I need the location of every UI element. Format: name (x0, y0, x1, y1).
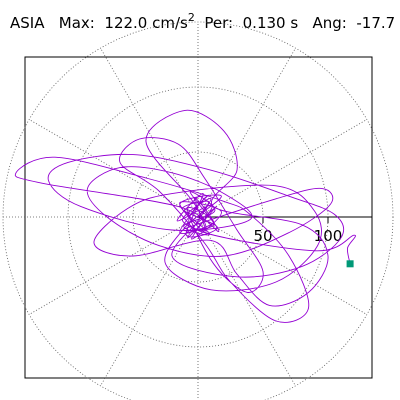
grid-spoke (100, 47, 199, 218)
max-exponent: 2 (187, 11, 195, 24)
grid-spoke (100, 216, 199, 387)
max-label: Max: (58, 14, 95, 32)
station-name: ASIA (10, 14, 45, 32)
particle-trajectory (14, 109, 356, 323)
grid-spoke (28, 216, 199, 315)
max-value: 122.0 cm/s (104, 14, 188, 32)
tick-label: 100 (314, 227, 343, 245)
grid-spoke (197, 216, 296, 387)
end-point-marker (346, 260, 354, 268)
grid-spoke (197, 216, 368, 315)
period-value: 0.130 s (242, 14, 299, 32)
grid-spoke (28, 119, 199, 218)
tick-label: 50 (253, 227, 272, 245)
angle-value: -17.7 (356, 14, 396, 32)
angle-label: Ang: (312, 14, 347, 32)
tick-labels: 50 100 (253, 217, 342, 245)
grid-spoke (197, 47, 296, 218)
grid-spoke (197, 119, 368, 218)
